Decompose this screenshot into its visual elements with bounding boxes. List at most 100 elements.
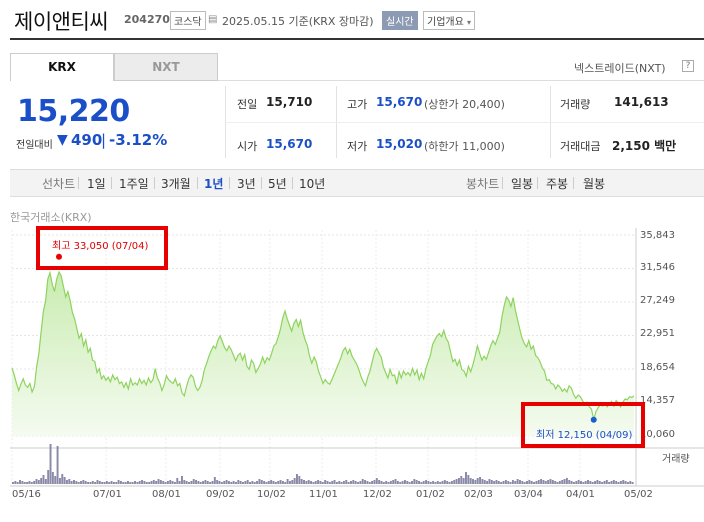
volume-bar	[439, 482, 442, 484]
volume-bar	[556, 482, 559, 484]
volume-bar	[411, 481, 413, 484]
realtime-button[interactable]: 실시간	[382, 11, 418, 30]
volume-bar	[183, 480, 186, 484]
period-3m[interactable]: 3개월	[161, 177, 191, 191]
high-value: 15,670	[376, 95, 423, 109]
tab-nxt[interactable]: NXT	[114, 53, 218, 81]
period-sep	[261, 177, 262, 189]
volume-bar	[561, 480, 564, 484]
candle-monthly[interactable]: 월봉	[583, 177, 606, 191]
y-tick-label: 14,357	[640, 395, 675, 406]
volume-bar	[89, 482, 92, 484]
x-tick-label: 05/02	[624, 489, 653, 500]
volume-bar	[511, 480, 514, 484]
period-5y[interactable]: 5년	[268, 177, 287, 191]
volume-bar	[117, 480, 120, 484]
company-overview-dropdown[interactable]: 기업개요 ▾	[423, 11, 476, 30]
volume-bar	[61, 474, 64, 484]
volume-bar	[195, 480, 198, 484]
calendar-icon: ▤	[208, 14, 218, 25]
volume-bar	[549, 479, 552, 484]
volume-bar	[197, 481, 200, 484]
volume-bar	[136, 482, 139, 484]
volume-bar	[615, 481, 618, 484]
volume-bar	[448, 482, 451, 484]
amount-label: 거래대금	[560, 140, 601, 153]
candle-daily[interactable]: 일봉	[511, 177, 534, 191]
x-tick-label: 05/16	[12, 489, 41, 500]
volume-bar	[603, 481, 606, 484]
stock-name: 제이앤티씨	[14, 10, 109, 34]
volume-bar	[476, 478, 479, 484]
x-tick-label: 08/01	[152, 489, 181, 500]
volume-bar	[558, 481, 561, 484]
volume-bar	[486, 481, 489, 484]
period-sep	[502, 177, 503, 189]
change-percent: -3.12%	[109, 131, 168, 149]
chevron-down-icon: ▾	[467, 18, 472, 27]
help-icon[interactable]: ?	[682, 60, 694, 72]
volume-bar	[457, 478, 460, 484]
volume-bar	[479, 477, 482, 484]
volume-bar	[481, 479, 484, 484]
x-tick-label: 01/02	[416, 489, 445, 500]
period-3y[interactable]: 3년	[237, 177, 256, 191]
volume-bar	[164, 482, 167, 484]
volume-bar	[166, 481, 169, 484]
volume-bar	[16, 482, 19, 484]
high-highlight-box	[36, 226, 168, 270]
volume-bar	[474, 480, 477, 484]
volume-bar	[368, 482, 371, 484]
volume-bar	[530, 481, 533, 484]
volume-bar	[192, 479, 195, 484]
volume-bar	[98, 481, 101, 484]
volume-bar	[54, 476, 57, 484]
period-1w[interactable]: 1주일	[119, 177, 149, 191]
volume-bar	[298, 476, 301, 484]
nextrade-link[interactable]: 넥스트레이드(NXT)	[574, 62, 666, 75]
volume-bar	[237, 480, 240, 484]
volume-bar	[321, 482, 324, 484]
volume-bar	[180, 476, 183, 484]
tab-krx[interactable]: KRX	[10, 53, 114, 81]
volume-bar	[497, 481, 500, 484]
volume-bar	[347, 482, 350, 484]
volume-bar	[14, 481, 17, 484]
prev-close-label: 전일	[237, 98, 258, 111]
volume-bar	[493, 481, 496, 484]
period-10y[interactable]: 10년	[299, 177, 326, 191]
volume-bar	[338, 481, 341, 484]
volume-bar	[51, 472, 54, 484]
volume-bar	[159, 480, 162, 484]
volume-bar	[75, 481, 78, 484]
volume-bar	[340, 482, 343, 484]
volume-bar	[349, 481, 352, 484]
volume-bar	[387, 482, 390, 484]
period-sep	[537, 177, 538, 189]
volume-bar	[105, 481, 108, 484]
high-annotation: 최고 33,050 (07/04)	[52, 241, 149, 252]
volume-bar	[542, 480, 545, 484]
candle-weekly[interactable]: 주봉	[546, 177, 569, 191]
period-1d[interactable]: 1일	[87, 177, 106, 191]
low-point	[590, 416, 597, 423]
volume-bar	[68, 479, 71, 484]
volume-bar	[234, 482, 237, 484]
volume-bar	[253, 482, 256, 484]
volume-bar	[624, 481, 627, 484]
volume-bar	[33, 481, 36, 484]
volume-bar	[145, 482, 148, 484]
period-sep	[154, 177, 155, 189]
volume-bar	[131, 482, 134, 484]
x-tick-label: 02/03	[464, 489, 493, 500]
period-1y[interactable]: 1년	[204, 177, 224, 191]
volume-bar	[12, 482, 14, 484]
volume-bar	[84, 481, 87, 484]
down-triangle-icon: ▼	[57, 132, 68, 148]
volume-bar	[608, 482, 611, 484]
volume-bar	[408, 482, 411, 484]
y-tick-label: 27,249	[640, 295, 675, 306]
volume-bar	[364, 480, 367, 484]
volume-bar	[537, 480, 540, 484]
